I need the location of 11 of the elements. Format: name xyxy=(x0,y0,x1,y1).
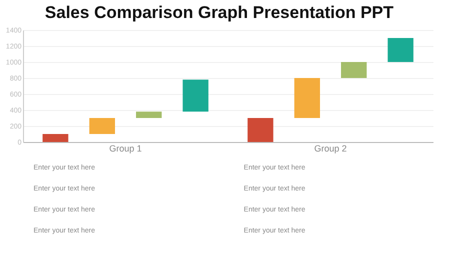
bar xyxy=(136,112,162,118)
bar xyxy=(388,38,414,62)
bar xyxy=(294,78,320,118)
bar xyxy=(182,80,208,112)
chart-title: Sales Comparison Graph Presentation PPT xyxy=(44,3,394,22)
bar xyxy=(248,118,274,142)
bar xyxy=(89,118,115,134)
x-tick-label: Group 1 xyxy=(109,144,142,154)
x-tick-label: Group 2 xyxy=(314,144,347,154)
bar xyxy=(42,134,68,142)
bar xyxy=(341,62,367,78)
